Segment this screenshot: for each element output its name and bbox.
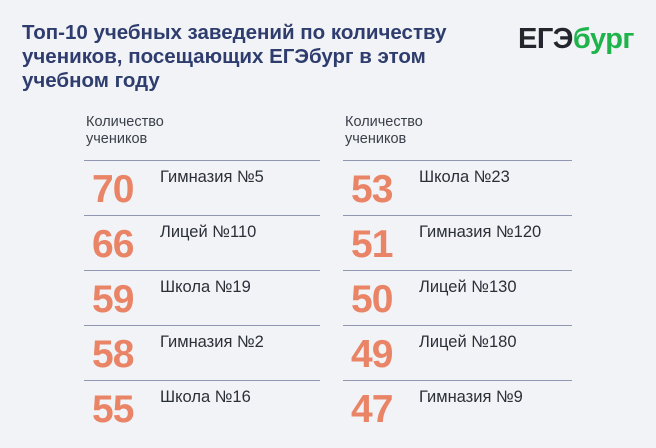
school-name: Школа №16 — [160, 388, 251, 406]
table-row: 70 Гимназия №5 — [84, 160, 320, 215]
student-count: 51 — [351, 223, 393, 266]
student-count: 47 — [351, 388, 393, 431]
school-name: Гимназия №120 — [419, 223, 542, 241]
logo-part-dark: ЕГЭ — [518, 23, 573, 55]
table-row: 49 Лицей №180 — [343, 325, 572, 380]
school-name: Лицей №110 — [160, 223, 257, 241]
logo-part-green: бург — [572, 23, 635, 55]
column-header: Количество учеников — [86, 114, 164, 147]
school-name: Гимназия №9 — [419, 388, 523, 406]
student-count: 50 — [351, 278, 393, 321]
table-row: 55 Школа №16 — [84, 380, 320, 435]
student-count: 59 — [92, 278, 134, 321]
student-count: 49 — [351, 333, 393, 376]
egeburg-logo: ЕГЭбург — [518, 22, 635, 56]
table-row: 66 Лицей №110 — [84, 215, 320, 270]
ranking-column-right: Количество учеников 53 Школа №23 51 Гимн… — [343, 114, 572, 435]
page-title: Топ-10 учебных заведений по количеству у… — [22, 21, 447, 92]
student-count: 58 — [92, 333, 134, 376]
school-name: Гимназия №2 — [160, 333, 264, 351]
table-row: 47 Гимназия №9 — [343, 380, 572, 435]
school-name: Школа №19 — [160, 278, 251, 296]
table-row: 51 Гимназия №120 — [343, 215, 572, 270]
school-name: Лицей №180 — [419, 333, 517, 351]
column-header: Количество учеников — [345, 114, 423, 147]
school-name: Гимназия №5 — [160, 168, 264, 186]
table-row: 59 Школа №19 — [84, 270, 320, 325]
student-count: 55 — [92, 388, 134, 431]
table-row: 58 Гимназия №2 — [84, 325, 320, 380]
table-row: 50 Лицей №130 — [343, 270, 572, 325]
student-count: 66 — [92, 223, 134, 266]
student-count: 70 — [92, 168, 134, 211]
table-row: 53 Школа №23 — [343, 160, 572, 215]
school-name: Школа №23 — [419, 168, 510, 186]
school-name: Лицей №130 — [419, 278, 517, 296]
student-count: 53 — [351, 168, 393, 211]
ranking-column-left: Количество учеников 70 Гимназия №5 66 Ли… — [84, 114, 320, 435]
